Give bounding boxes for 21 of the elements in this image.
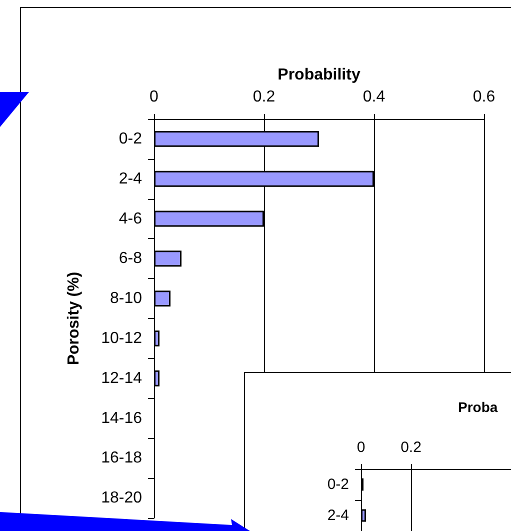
x-tick-label: 0.4 [362,88,386,106]
y-tick-label: 4-6 [118,210,142,228]
y-tick-label: 2-4 [327,507,349,524]
y-tick-label: 18-20 [101,490,142,507]
x-tick-label: 0.6 [472,88,496,106]
x-tick-label: 0 [356,439,366,456]
y-axis-title: Porosity (%) [66,272,82,366]
y-tick-label: 6-8 [118,250,142,268]
x-tick-label: 0.2 [252,88,276,106]
y-tick-label: 0-2 [327,476,349,493]
x-tick-label: 0.2 [400,439,422,456]
x-axis-title: Probability [278,66,360,84]
y-tick-label: 10-12 [101,330,142,347]
y-tick-label: 2-4 [118,170,142,188]
y-tick-label: 14-16 [101,410,142,427]
y-tick-label: 12-14 [101,370,142,387]
x-axis-title: Proba [458,399,498,415]
y-tick-label: 8-10 [110,290,142,308]
x-tick-label: 0 [150,88,159,106]
y-tick-label: 16-18 [101,450,142,467]
y-tick-label: 0-2 [118,130,142,148]
